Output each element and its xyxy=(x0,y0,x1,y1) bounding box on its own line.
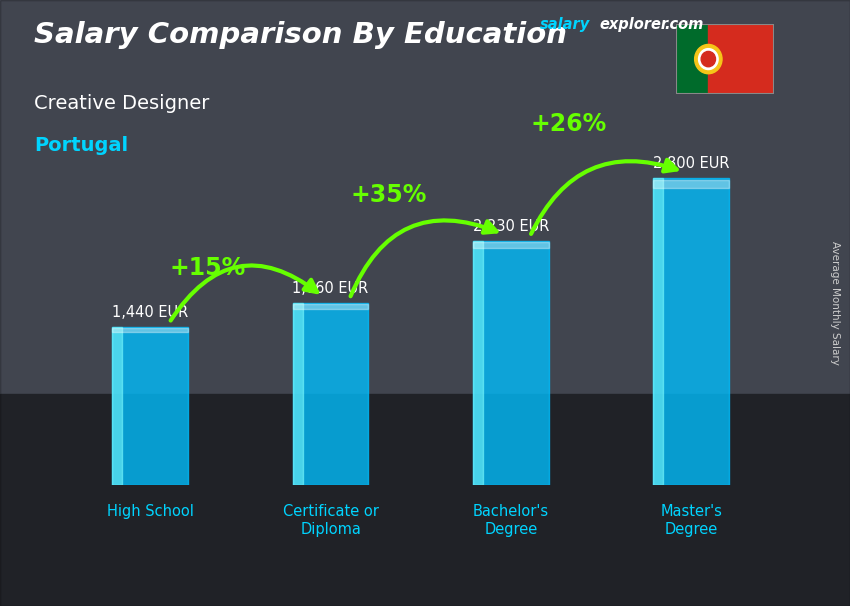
Bar xyxy=(292,304,368,308)
Text: 1,660 EUR: 1,660 EUR xyxy=(292,281,369,296)
Circle shape xyxy=(694,44,722,74)
Bar xyxy=(654,180,729,188)
Circle shape xyxy=(701,52,716,67)
Bar xyxy=(112,327,188,485)
Bar xyxy=(654,178,729,485)
Bar xyxy=(473,242,549,248)
Bar xyxy=(112,328,188,332)
FancyArrowPatch shape xyxy=(531,160,677,234)
Text: 2,230 EUR: 2,230 EUR xyxy=(473,219,549,234)
Text: 1,440 EUR: 1,440 EUR xyxy=(112,305,189,320)
Text: explorer: explorer xyxy=(599,17,668,32)
Text: Creative Designer: Creative Designer xyxy=(34,94,209,113)
Text: Certificate or
Diploma: Certificate or Diploma xyxy=(283,504,378,537)
Text: Average Monthly Salary: Average Monthly Salary xyxy=(830,241,840,365)
Text: High School: High School xyxy=(107,504,194,519)
Text: Bachelor's
Degree: Bachelor's Degree xyxy=(473,504,549,537)
Circle shape xyxy=(699,48,718,70)
Text: +26%: +26% xyxy=(530,112,607,136)
Bar xyxy=(473,241,483,485)
FancyArrowPatch shape xyxy=(171,265,317,321)
Text: salary: salary xyxy=(540,17,590,32)
Bar xyxy=(676,24,708,94)
Bar xyxy=(708,24,774,94)
Bar xyxy=(473,241,549,485)
Text: Master's
Degree: Master's Degree xyxy=(660,504,722,537)
Text: +15%: +15% xyxy=(170,256,246,280)
FancyArrowPatch shape xyxy=(350,221,496,296)
Bar xyxy=(292,303,368,485)
Text: Portugal: Portugal xyxy=(34,136,128,155)
Text: .com: .com xyxy=(665,17,704,32)
Bar xyxy=(654,178,663,485)
Text: Salary Comparison By Education: Salary Comparison By Education xyxy=(34,21,567,49)
Text: 2,800 EUR: 2,800 EUR xyxy=(653,156,729,171)
Text: +35%: +35% xyxy=(350,183,427,207)
Bar xyxy=(292,303,303,485)
Bar xyxy=(112,327,122,485)
